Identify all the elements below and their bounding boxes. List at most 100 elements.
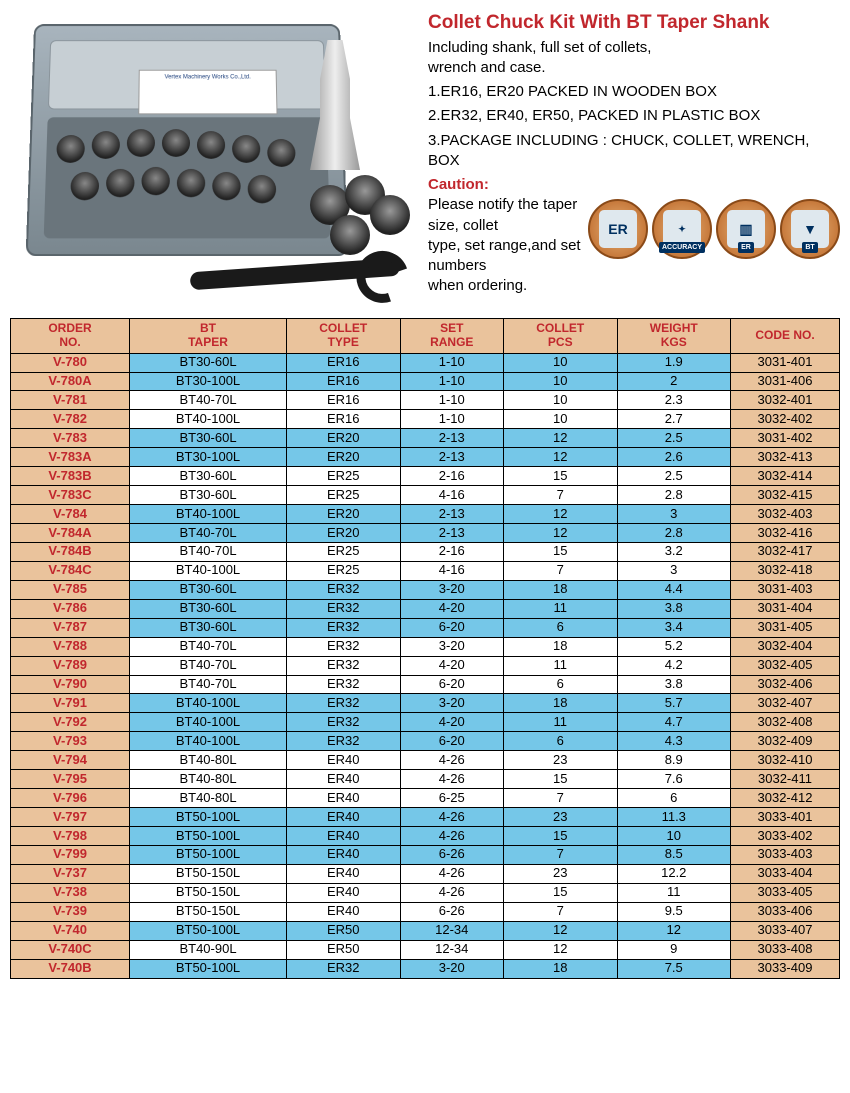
cell-code: 3032-412: [731, 789, 840, 808]
table-header-row: ORDERNO. BTTAPER COLLETTYPE SETRANGE COL…: [11, 319, 840, 354]
spec-table: ORDERNO. BTTAPER COLLETTYPE SETRANGE COL…: [10, 318, 840, 979]
cell-pcs: 11: [504, 599, 617, 618]
cell-range: 12-34: [400, 940, 504, 959]
cell-type: ER32: [287, 713, 400, 732]
cell-range: 1-10: [400, 353, 504, 372]
caution-text: type, set range,and set numbers: [428, 236, 582, 277]
cell-taper: BT30-60L: [130, 467, 287, 486]
cell-type: ER40: [287, 770, 400, 789]
cell-range: 2-13: [400, 448, 504, 467]
cell-type: ER25: [287, 542, 400, 561]
cell-range: 1-10: [400, 372, 504, 391]
cell-kgs: 10: [617, 827, 731, 846]
cell-type: ER32: [287, 694, 400, 713]
cell-range: 6-25: [400, 789, 504, 808]
cell-type: ER40: [287, 902, 400, 921]
cell-kgs: 6: [617, 789, 731, 808]
table-row: V-784BBT40-70LER252-16153.23032-417: [11, 542, 840, 561]
cell-taper: BT40-100L: [130, 713, 287, 732]
cell-order: V-783C: [11, 486, 130, 505]
cell-code: 3031-404: [731, 599, 840, 618]
table-row: V-784CBT40-100LER254-16733032-418: [11, 561, 840, 580]
cell-type: ER40: [287, 827, 400, 846]
cell-type: ER16: [287, 353, 400, 372]
cell-kgs: 7.6: [617, 770, 731, 789]
cell-range: 6-20: [400, 675, 504, 694]
accuracy-badge-icon: ✦ACCURACY: [652, 199, 712, 259]
cell-order: V-789: [11, 656, 130, 675]
bt-badge-icon: ▼BT: [780, 199, 840, 259]
table-row: V-799BT50-100LER406-2678.53033-403: [11, 845, 840, 864]
cell-code: 3031-406: [731, 372, 840, 391]
cell-pcs: 7: [504, 486, 617, 505]
cell-taper: BT50-100L: [130, 845, 287, 864]
cell-taper: BT40-100L: [130, 732, 287, 751]
cell-type: ER32: [287, 959, 400, 978]
cell-taper: BT40-100L: [130, 561, 287, 580]
cell-taper: BT30-60L: [130, 429, 287, 448]
cell-pcs: 15: [504, 770, 617, 789]
cell-kgs: 2.8: [617, 486, 731, 505]
cell-range: 3-20: [400, 637, 504, 656]
table-row: V-739BT50-150LER406-2679.53033-406: [11, 902, 840, 921]
cell-kgs: 3: [617, 561, 731, 580]
cell-type: ER40: [287, 864, 400, 883]
cell-range: 3-20: [400, 959, 504, 978]
cell-taper: BT30-60L: [130, 599, 287, 618]
cell-type: ER50: [287, 940, 400, 959]
cell-kgs: 3.2: [617, 542, 731, 561]
cell-order: V-798: [11, 827, 130, 846]
top-section: Vertex Machinery Works Co.,Ltd.: [10, 10, 840, 310]
cell-taper: BT50-150L: [130, 902, 287, 921]
table-row: V-792BT40-100LER324-20114.73032-408: [11, 713, 840, 732]
cell-order: V-783: [11, 429, 130, 448]
table-row: V-780ABT30-100LER161-101023031-406: [11, 372, 840, 391]
cell-code: 3032-418: [731, 561, 840, 580]
cell-taper: BT40-80L: [130, 789, 287, 808]
product-photo: Vertex Machinery Works Co.,Ltd.: [10, 10, 420, 310]
cell-order: V-737: [11, 864, 130, 883]
table-row: V-780BT30-60LER161-10101.93031-401: [11, 353, 840, 372]
cell-type: ER32: [287, 656, 400, 675]
cell-code: 3032-406: [731, 675, 840, 694]
cell-kgs: 2.8: [617, 524, 731, 543]
cell-taper: BT40-70L: [130, 637, 287, 656]
cell-pcs: 12: [504, 505, 617, 524]
table-row: V-786BT30-60LER324-20113.83031-404: [11, 599, 840, 618]
cell-pcs: 11: [504, 656, 617, 675]
cell-pcs: 15: [504, 883, 617, 902]
cell-taper: BT30-60L: [130, 353, 287, 372]
wrench-icon: [190, 258, 401, 291]
cell-kgs: 2.5: [617, 429, 731, 448]
cell-order: V-740C: [11, 940, 130, 959]
cell-type: ER50: [287, 921, 400, 940]
cell-range: 2-13: [400, 429, 504, 448]
cell-code: 3031-403: [731, 580, 840, 599]
cell-taper: BT40-70L: [130, 675, 287, 694]
caution-label: Caution:: [428, 175, 840, 195]
cell-range: 3-20: [400, 580, 504, 599]
cell-pcs: 10: [504, 372, 617, 391]
package-line-3: 3.PACKAGE INCLUDING : CHUCK, COLLET, WRE…: [428, 131, 840, 172]
col-pcs: COLLETPCS: [504, 319, 617, 354]
cell-kgs: 4.2: [617, 656, 731, 675]
table-row: V-737BT50-150LER404-262312.23033-404: [11, 864, 840, 883]
cell-pcs: 15: [504, 467, 617, 486]
cell-kgs: 12.2: [617, 864, 731, 883]
cell-taper: BT50-150L: [130, 883, 287, 902]
cell-pcs: 23: [504, 864, 617, 883]
cell-taper: BT30-60L: [130, 486, 287, 505]
table-row: V-782BT40-100LER161-10102.73032-402: [11, 410, 840, 429]
col-taper: BTTAPER: [130, 319, 287, 354]
cell-kgs: 4.7: [617, 713, 731, 732]
collet-badge-icon: ▥ER: [716, 199, 776, 259]
cell-order: V-785: [11, 580, 130, 599]
cell-order: V-792: [11, 713, 130, 732]
cell-kgs: 4.4: [617, 580, 731, 599]
cell-kgs: 9.5: [617, 902, 731, 921]
cell-pcs: 23: [504, 808, 617, 827]
cell-taper: BT40-70L: [130, 542, 287, 561]
cell-range: 4-26: [400, 827, 504, 846]
cell-range: 4-20: [400, 656, 504, 675]
table-row: V-788BT40-70LER323-20185.23032-404: [11, 637, 840, 656]
